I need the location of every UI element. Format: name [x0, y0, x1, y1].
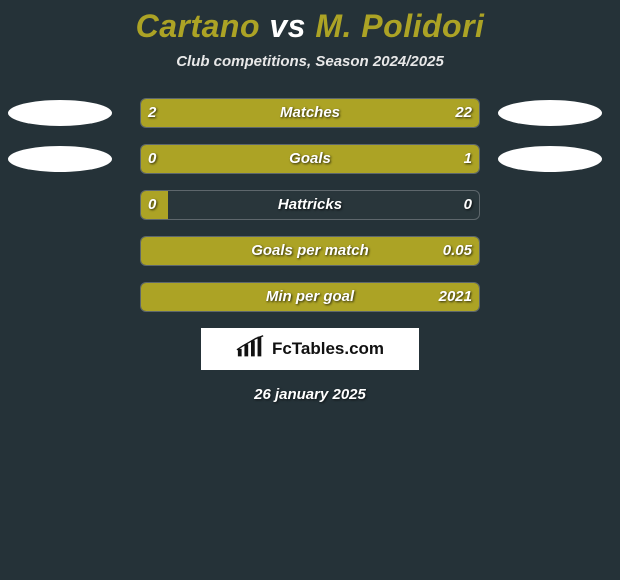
vs-separator: vs — [269, 8, 306, 44]
brand-text: FcTables.com — [272, 339, 384, 359]
team-badge-left — [8, 146, 112, 172]
player1-name: Cartano — [136, 8, 260, 44]
bar-track — [140, 190, 480, 220]
bar-left — [141, 191, 168, 219]
bar-track — [140, 236, 480, 266]
subtitle: Club competitions, Season 2024/2025 — [0, 53, 620, 70]
team-badge-right — [498, 100, 602, 126]
comparison-card: Cartano vs M. Polidori Club competitions… — [0, 0, 620, 580]
stat-rows: Matches222 Goals01 Hattricks00 Goals per ma… — [0, 98, 620, 312]
bar-track — [140, 98, 480, 128]
page-title: Cartano vs M. Polidori — [0, 8, 620, 45]
bar-right — [141, 237, 479, 265]
stat-row: Goals per match0.05 — [0, 236, 620, 266]
stat-row: Hattricks00 — [0, 190, 620, 220]
team-badge-left — [8, 100, 112, 126]
bar-left — [141, 145, 175, 173]
bar-left — [141, 99, 202, 127]
team-badge-right — [498, 146, 602, 172]
bar-track — [140, 144, 480, 174]
stat-row: Min per goal2021 — [0, 282, 620, 312]
date-label: 26 january 2025 — [0, 386, 620, 403]
bar-right — [202, 99, 479, 127]
stat-row: Matches222 — [0, 98, 620, 128]
bar-right — [175, 145, 479, 173]
bar-track — [140, 282, 480, 312]
bar-chart-icon — [236, 335, 266, 364]
stat-row: Goals01 — [0, 144, 620, 174]
brand-box: FcTables.com — [201, 328, 419, 370]
player2-name: M. Polidori — [315, 8, 484, 44]
bar-right — [141, 283, 479, 311]
